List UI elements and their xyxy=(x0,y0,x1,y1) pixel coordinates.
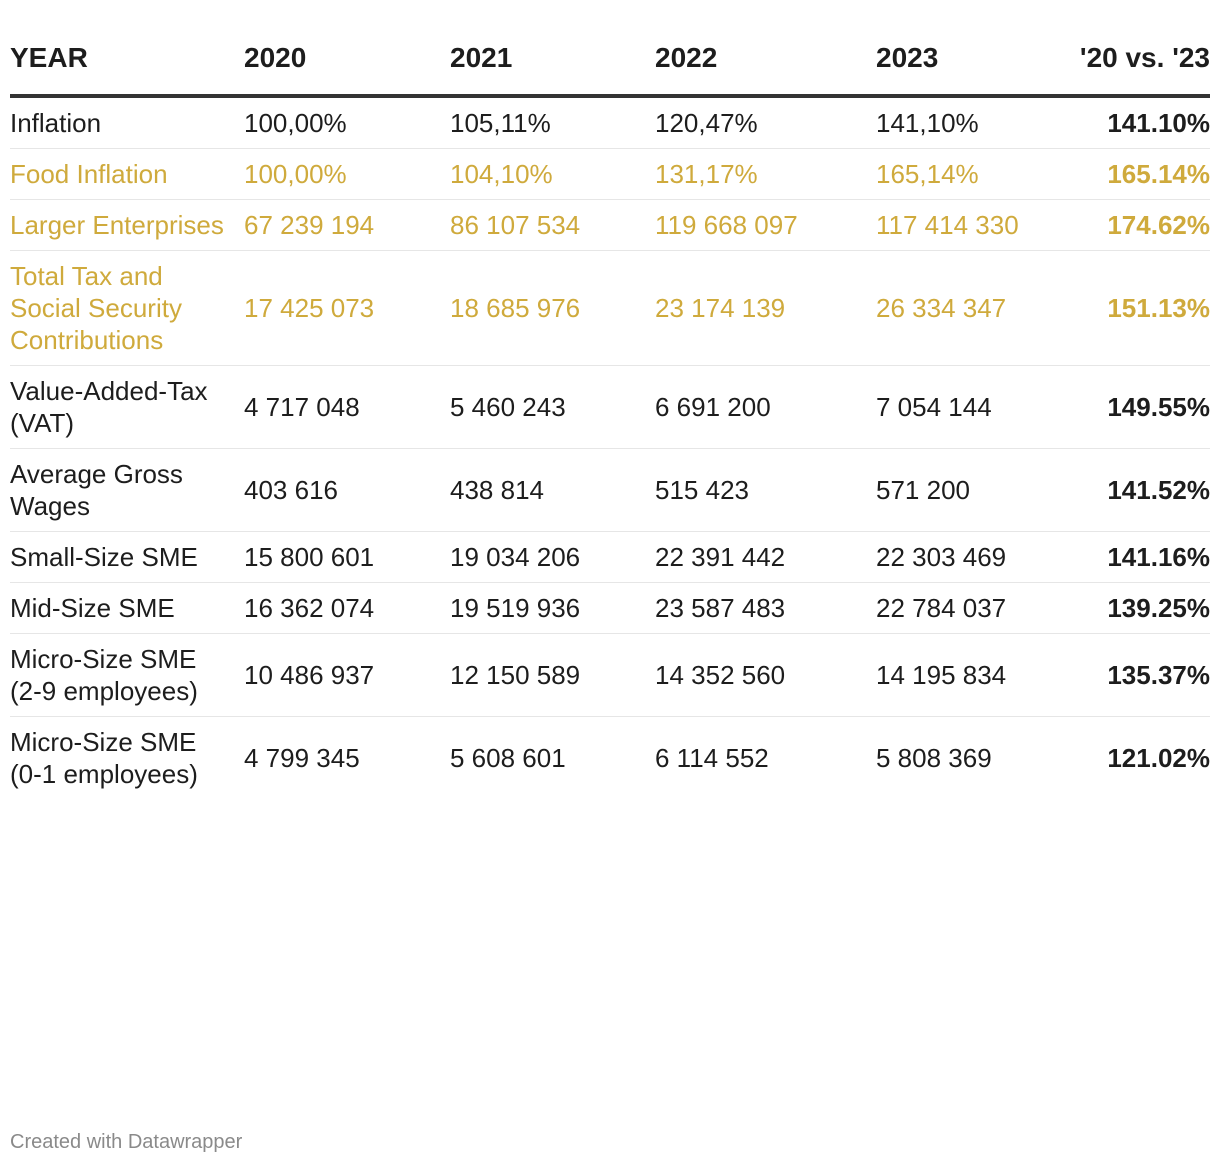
header-year: YEAR xyxy=(10,40,244,98)
cell-2022: 6 114 552 xyxy=(655,743,769,773)
header-row: YEAR 2020 2021 2022 2023 '20 vs. '23 xyxy=(10,40,1210,98)
cell-2020: 10 486 937 xyxy=(244,633,450,717)
cell-2021: 86 107 534 xyxy=(450,199,655,251)
cell-2021: 19 034 206 xyxy=(450,531,655,583)
table-row: Micro-Size SME (0-1 employees) 4 799 345 5… xyxy=(10,717,1210,800)
cell-2021: 438 814 xyxy=(450,448,655,532)
cell-2020: 16 362 074 xyxy=(244,582,450,634)
header-2023: 2023 xyxy=(876,40,1076,98)
cell-change: 141.52% xyxy=(1076,448,1210,532)
cell-2022: 23 174 139 xyxy=(655,250,876,366)
cell-2021: 104,10% xyxy=(450,148,655,200)
cell-change: 139.25% xyxy=(1076,582,1210,634)
table-row: Small-Size SME 15 800 601 19 034 206 22 391… xyxy=(10,531,1210,583)
row-label: Larger Enterprises xyxy=(10,199,244,251)
cell-2020: 17 425 073 xyxy=(244,250,450,366)
cell-2023: 141,10% xyxy=(876,96,1076,149)
cell-change: 121.02% xyxy=(1107,743,1210,773)
cell-2020: 15 800 601 xyxy=(244,531,450,583)
cell-2022: 119 668 097 xyxy=(655,199,876,251)
cell-2022: 131,17% xyxy=(655,148,876,200)
row-label: Mid-Size SME xyxy=(10,582,244,634)
cell-2023: 5 808 369 xyxy=(876,743,992,773)
cell-2022: 22 391 442 xyxy=(655,531,876,583)
header-2022: 2022 xyxy=(655,40,876,98)
cell-2020: 4 799 345 xyxy=(244,743,360,773)
row-label: Food Inflation xyxy=(10,148,244,200)
header-change: '20 vs. '23 xyxy=(1076,40,1210,98)
cell-2023: 14 195 834 xyxy=(876,633,1076,717)
cell-2021: 5 608 601 xyxy=(450,743,566,773)
data-table: YEAR 2020 2021 2022 2023 '20 vs. '23 Inf… xyxy=(10,40,1210,799)
cell-2021: 12 150 589 xyxy=(450,633,655,717)
cell-2023: 117 414 330 xyxy=(876,199,1076,251)
cell-change: 149.55% xyxy=(1076,365,1210,449)
credit-footer: Created with Datawrapper xyxy=(10,1131,243,1153)
cell-change: 174.62% xyxy=(1076,199,1210,251)
cell-2021: 18 685 976 xyxy=(450,250,655,366)
cell-2023: 165,14% xyxy=(876,148,1076,200)
cell-2021: 105,11% xyxy=(450,96,655,149)
cell-change: 135.37% xyxy=(1076,633,1210,717)
cell-2022: 120,47% xyxy=(655,96,876,149)
cell-2020: 67 239 194 xyxy=(244,199,450,251)
table-row: Inflation 100,00% 105,11% 120,47% 141,10% 141… xyxy=(10,96,1210,149)
cell-2023: 571 200 xyxy=(876,448,1076,532)
table-row: Larger Enterprises 67 239 194 86 107 534 11… xyxy=(10,199,1210,251)
row-label: Average Gross Wages xyxy=(10,448,244,532)
table-row: Mid-Size SME 16 362 074 19 519 936 23 587 4… xyxy=(10,582,1210,634)
cell-2022: 14 352 560 xyxy=(655,633,876,717)
cell-2021: 19 519 936 xyxy=(450,582,655,634)
cell-change: 165.14% xyxy=(1076,148,1210,200)
data-table-container: YEAR 2020 2021 2022 2023 '20 vs. '23 Inf… xyxy=(10,40,1210,799)
row-label: Inflation xyxy=(10,96,244,149)
table-body: Inflation 100,00% 105,11% 120,47% 141,10% 141… xyxy=(10,96,1210,799)
header-2021: 2021 xyxy=(450,40,655,98)
cell-change: 151.13% xyxy=(1076,250,1210,366)
row-label: Micro-Size SME (0-1 employees) xyxy=(10,727,198,789)
row-label: Value-Added-Tax (VAT) xyxy=(10,365,244,449)
cell-change: 141.10% xyxy=(1076,96,1210,149)
cell-change: 141.16% xyxy=(1076,531,1210,583)
cell-2022: 515 423 xyxy=(655,448,876,532)
row-label: Total Tax and Social Security Contributi… xyxy=(10,250,244,366)
table-row: Micro-Size SME (2-9 employees) 10 486 937… xyxy=(10,633,1210,717)
row-label: Small-Size SME xyxy=(10,531,244,583)
row-label: Micro-Size SME (2-9 employees) xyxy=(10,633,244,717)
cell-2023: 7 054 144 xyxy=(876,365,1076,449)
cell-2022: 23 587 483 xyxy=(655,582,876,634)
table-header: YEAR 2020 2021 2022 2023 '20 vs. '23 xyxy=(10,40,1210,98)
cell-2021: 5 460 243 xyxy=(450,365,655,449)
cell-2020: 100,00% xyxy=(244,96,450,149)
cell-2020: 100,00% xyxy=(244,148,450,200)
table-row: Average Gross Wages 403 616 438 814 515 423… xyxy=(10,448,1210,532)
table-row: Value-Added-Tax (VAT) 4 717 048 5 460 243 6… xyxy=(10,365,1210,449)
cell-2020: 403 616 xyxy=(244,448,450,532)
cell-2023: 26 334 347 xyxy=(876,250,1076,366)
header-2020: 2020 xyxy=(244,40,450,98)
cell-2023: 22 303 469 xyxy=(876,531,1076,583)
table-row: Food Inflation 100,00% 104,10% 131,17% 165,1… xyxy=(10,148,1210,200)
cell-2020: 4 717 048 xyxy=(244,365,450,449)
cell-2022: 6 691 200 xyxy=(655,365,876,449)
table-row: Total Tax and Social Security Contributi… xyxy=(10,250,1210,366)
cell-2023: 22 784 037 xyxy=(876,582,1076,634)
